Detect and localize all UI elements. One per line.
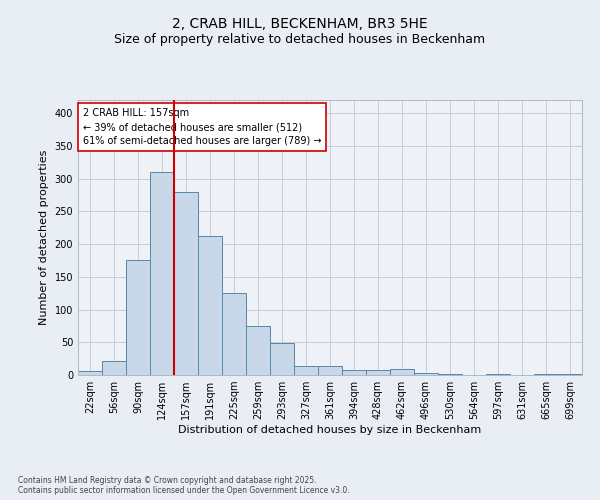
Text: Contains HM Land Registry data © Crown copyright and database right 2025.
Contai: Contains HM Land Registry data © Crown c… (18, 476, 350, 495)
Bar (318, 366, 342, 375)
Bar (78, 371, 102, 375)
Bar (150, 172, 174, 375)
Bar (558, 374, 582, 375)
Bar (174, 192, 198, 375)
Bar (198, 236, 222, 375)
Bar (102, 361, 126, 375)
Bar (486, 374, 510, 375)
Bar (270, 343, 294, 375)
Bar (390, 369, 414, 375)
Bar (414, 373, 438, 375)
Bar (222, 293, 246, 375)
Bar (366, 370, 390, 375)
Bar (534, 374, 558, 375)
Text: 2 CRAB HILL: 157sqm
← 39% of detached houses are smaller (512)
61% of semi-detac: 2 CRAB HILL: 157sqm ← 39% of detached ho… (83, 108, 322, 146)
Text: Size of property relative to detached houses in Beckenham: Size of property relative to detached ho… (115, 32, 485, 46)
Bar (246, 326, 270, 375)
Bar (294, 366, 318, 375)
Text: 2, CRAB HILL, BECKENHAM, BR3 5HE: 2, CRAB HILL, BECKENHAM, BR3 5HE (172, 18, 428, 32)
Bar (342, 370, 366, 375)
X-axis label: Distribution of detached houses by size in Beckenham: Distribution of detached houses by size … (178, 425, 482, 435)
Y-axis label: Number of detached properties: Number of detached properties (39, 150, 49, 325)
Bar (126, 260, 150, 375)
Bar (438, 374, 462, 375)
